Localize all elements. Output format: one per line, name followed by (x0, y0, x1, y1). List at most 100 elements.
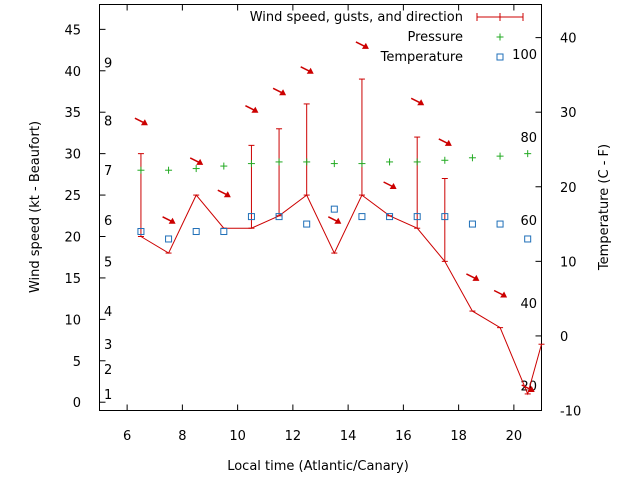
wind-direction-arrow (134, 117, 148, 126)
wind-direction-arrow (245, 105, 259, 113)
temperature-point (192, 228, 200, 236)
pressure-point (330, 160, 338, 168)
pressure-point (358, 160, 366, 168)
beaufort-label: 7 (104, 164, 112, 179)
temperature-point (413, 213, 421, 221)
y-tick-label: 15 (64, 272, 81, 287)
pressure-point (165, 166, 173, 174)
wind-direction-arrow (217, 189, 231, 198)
temperature-point (496, 220, 504, 228)
legend-label-wind: Wind speed, gusts, and direction (250, 10, 463, 25)
wind-direction-arrow (327, 216, 342, 224)
wind-direction-arrow (189, 157, 204, 165)
wind-direction-arrow (272, 87, 287, 96)
beaufort-label: 2 (104, 363, 112, 378)
temperature-point (247, 213, 255, 221)
beaufort-label: 6 (104, 214, 112, 229)
arrow-head (251, 106, 259, 113)
x-tick-label: 10 (229, 429, 246, 444)
fahrenheit-label: 40 (520, 297, 537, 312)
wind-direction-arrow (466, 273, 480, 281)
temperature-point (386, 213, 394, 221)
y-tick-label: 40 (64, 65, 81, 80)
y2-tick-label: 20 (560, 181, 577, 196)
plot-frame (99, 4, 542, 411)
x-tick-label: 16 (395, 429, 412, 444)
y2-tick-label: 40 (560, 32, 577, 47)
y2-tick-label: 30 (560, 106, 577, 121)
temperature-point (137, 228, 145, 236)
x-tick-label: 20 (506, 429, 523, 444)
legend-label-temperature: Temperature (380, 50, 463, 65)
axis-ticks (99, 4, 542, 411)
arrow-head (500, 291, 508, 298)
x-tick-label: 8 (178, 429, 186, 444)
x-tick-label: 12 (285, 429, 302, 444)
pressure-point (220, 162, 228, 170)
series-layer (134, 41, 545, 396)
legend-mark-temperature (496, 53, 504, 61)
y-tick-label: 45 (64, 23, 81, 38)
y-tick-label: 0 (73, 396, 81, 411)
pressure-point (275, 158, 283, 166)
pressure-point (524, 150, 532, 158)
legend: Wind speed, gusts, and direction Pressur… (250, 10, 524, 65)
temperature-point (275, 213, 283, 221)
x-tick-label: 6 (123, 429, 131, 444)
wind-direction-arrow (383, 181, 397, 189)
arrow-head (361, 42, 369, 49)
arrow-head (334, 217, 342, 224)
temperature-point (165, 235, 173, 243)
y-tick-label: 10 (64, 313, 81, 328)
beaufort-label: 1 (104, 388, 112, 403)
pressure-point (303, 158, 311, 166)
wind-direction-arrow (438, 138, 452, 146)
fahrenheit-label: 100 (512, 48, 537, 63)
arrow-head (389, 183, 397, 189)
x-tick-label: 14 (340, 429, 357, 444)
pressure-point (247, 160, 255, 168)
beaufort-label: 4 (104, 305, 112, 320)
y2-tick-label: -10 (560, 405, 581, 420)
arrow-head (527, 386, 535, 392)
temperature-point (330, 205, 338, 213)
x-axis-label: Local time (Atlantic/Canary) (227, 459, 409, 474)
legend-label-pressure: Pressure (407, 30, 463, 45)
wind-direction-arrow (410, 97, 425, 106)
temperature-point (441, 213, 449, 221)
arrow-head (140, 119, 148, 126)
beaufort-label: 3 (104, 338, 112, 353)
wind-speed-line (140, 194, 542, 396)
wind-direction-arrow (300, 66, 314, 74)
fahrenheit-label: 60 (520, 214, 537, 229)
pressure-point (413, 158, 421, 166)
beaufort-label: 8 (104, 115, 112, 130)
x-tick-label: 18 (450, 429, 467, 444)
wind-direction-arrow (493, 289, 508, 298)
arrow-head (196, 158, 204, 165)
pressure-point (468, 154, 476, 162)
beaufort-label: 5 (104, 255, 112, 270)
pressure-point (386, 158, 394, 166)
pressure-point (137, 166, 145, 174)
tick-labels: 6 8 10 12 14 16 18 20051015202530354045-1001020… (64, 23, 581, 444)
pressure-point (441, 156, 449, 164)
arrow-head (444, 139, 452, 146)
arrow-head (472, 274, 480, 281)
wind-direction-arrow (355, 41, 369, 49)
beaufort-label: 9 (104, 57, 112, 72)
wind-direction-arrow (162, 216, 176, 224)
arrow-head (279, 89, 287, 96)
y-tick-label: 5 (73, 355, 81, 370)
y-tick-label: 35 (64, 106, 81, 121)
y-tick-label: 30 (64, 148, 81, 163)
temperature-point (303, 220, 311, 228)
fahrenheit-label: 80 (520, 131, 537, 146)
wind-direction-arrow (521, 384, 535, 392)
y2-tick-label: 10 (560, 255, 577, 270)
y-axis-label: Wind speed (kt - Beaufort) (28, 121, 43, 293)
y-tick-label: 25 (64, 189, 81, 204)
temperature-point (220, 228, 228, 236)
pressure-point (192, 165, 200, 173)
